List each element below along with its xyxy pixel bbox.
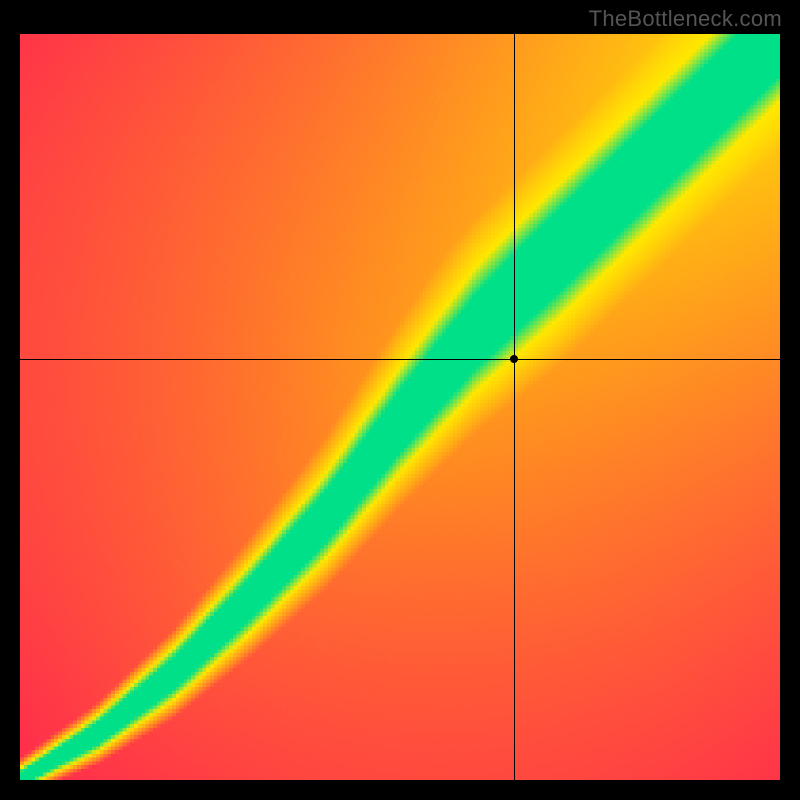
heatmap-canvas [20, 34, 780, 780]
chart-container: TheBottleneck.com [0, 0, 800, 800]
marker-dot [510, 355, 518, 363]
crosshair-horizontal [20, 359, 780, 360]
crosshair-vertical [514, 34, 515, 780]
plot-area [20, 34, 780, 780]
watermark-text: TheBottleneck.com [589, 6, 782, 32]
